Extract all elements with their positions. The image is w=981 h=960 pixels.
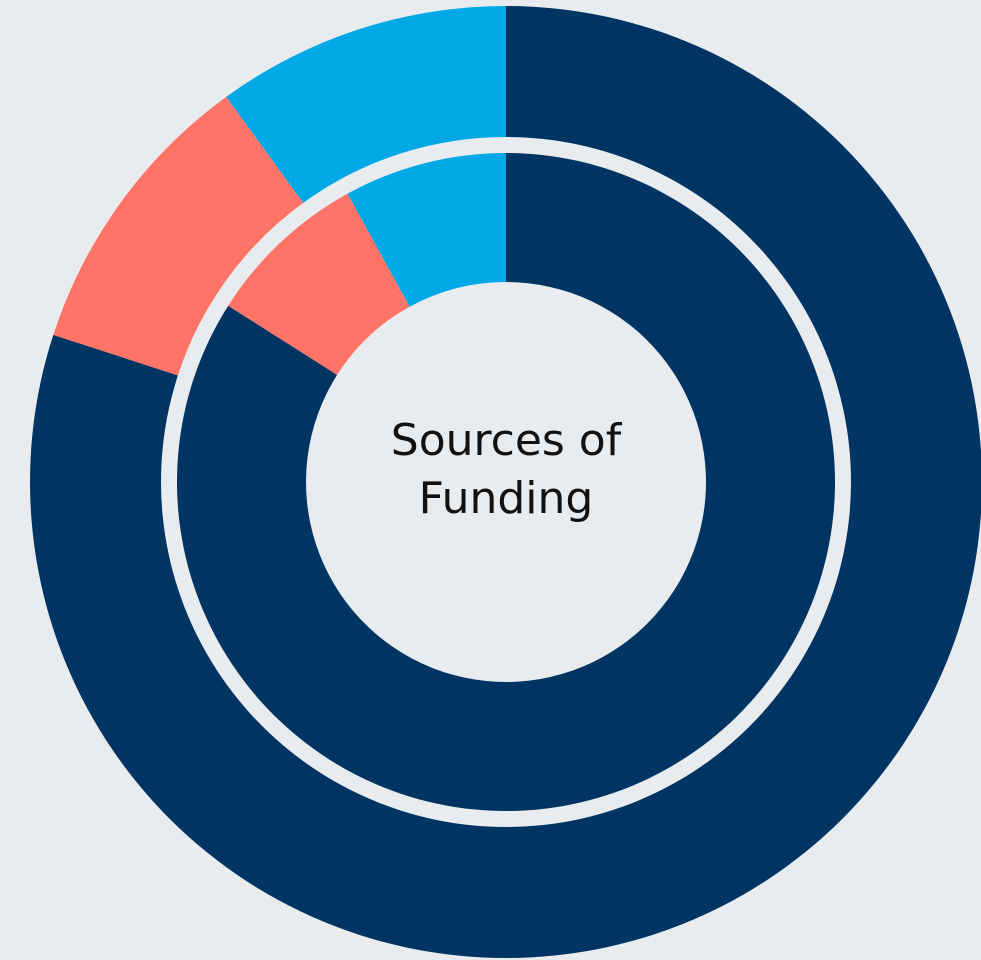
donut-segment (53, 96, 304, 376)
donut-segment (226, 6, 506, 203)
donut-segment (347, 153, 506, 307)
donut-segment (228, 193, 410, 375)
chart-title: Sources of Funding (390, 415, 622, 524)
donut-segment (176, 153, 836, 812)
